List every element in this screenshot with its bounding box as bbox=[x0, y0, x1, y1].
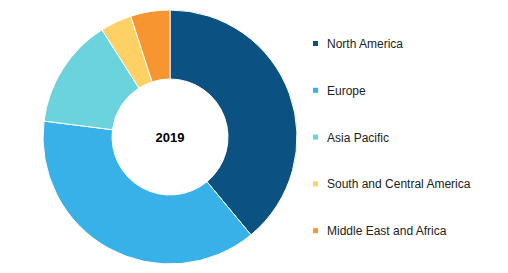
legend-label: Europe bbox=[327, 84, 366, 98]
legend-swatch bbox=[313, 228, 318, 233]
legend-swatch bbox=[313, 41, 318, 46]
center-title: 2019 bbox=[156, 130, 185, 145]
legend-label: South and Central America bbox=[327, 177, 471, 191]
legend-swatch bbox=[313, 181, 318, 186]
slices bbox=[43, 10, 297, 264]
slice bbox=[131, 10, 170, 82]
legend-swatch bbox=[313, 135, 318, 140]
legend-swatch bbox=[313, 88, 318, 93]
legend: North America Europe Asia Pacific South and… bbox=[313, 37, 471, 238]
chart-container: 2019 North America Europe Asia Pacific South… bbox=[0, 0, 508, 273]
legend-label: North America bbox=[327, 37, 403, 51]
slice bbox=[43, 121, 251, 264]
chart-svg: 2019 North America Europe Asia Pacific South… bbox=[0, 0, 508, 273]
legend-label: Middle East and Africa bbox=[327, 224, 447, 238]
legend-label: Asia Pacific bbox=[327, 131, 389, 145]
